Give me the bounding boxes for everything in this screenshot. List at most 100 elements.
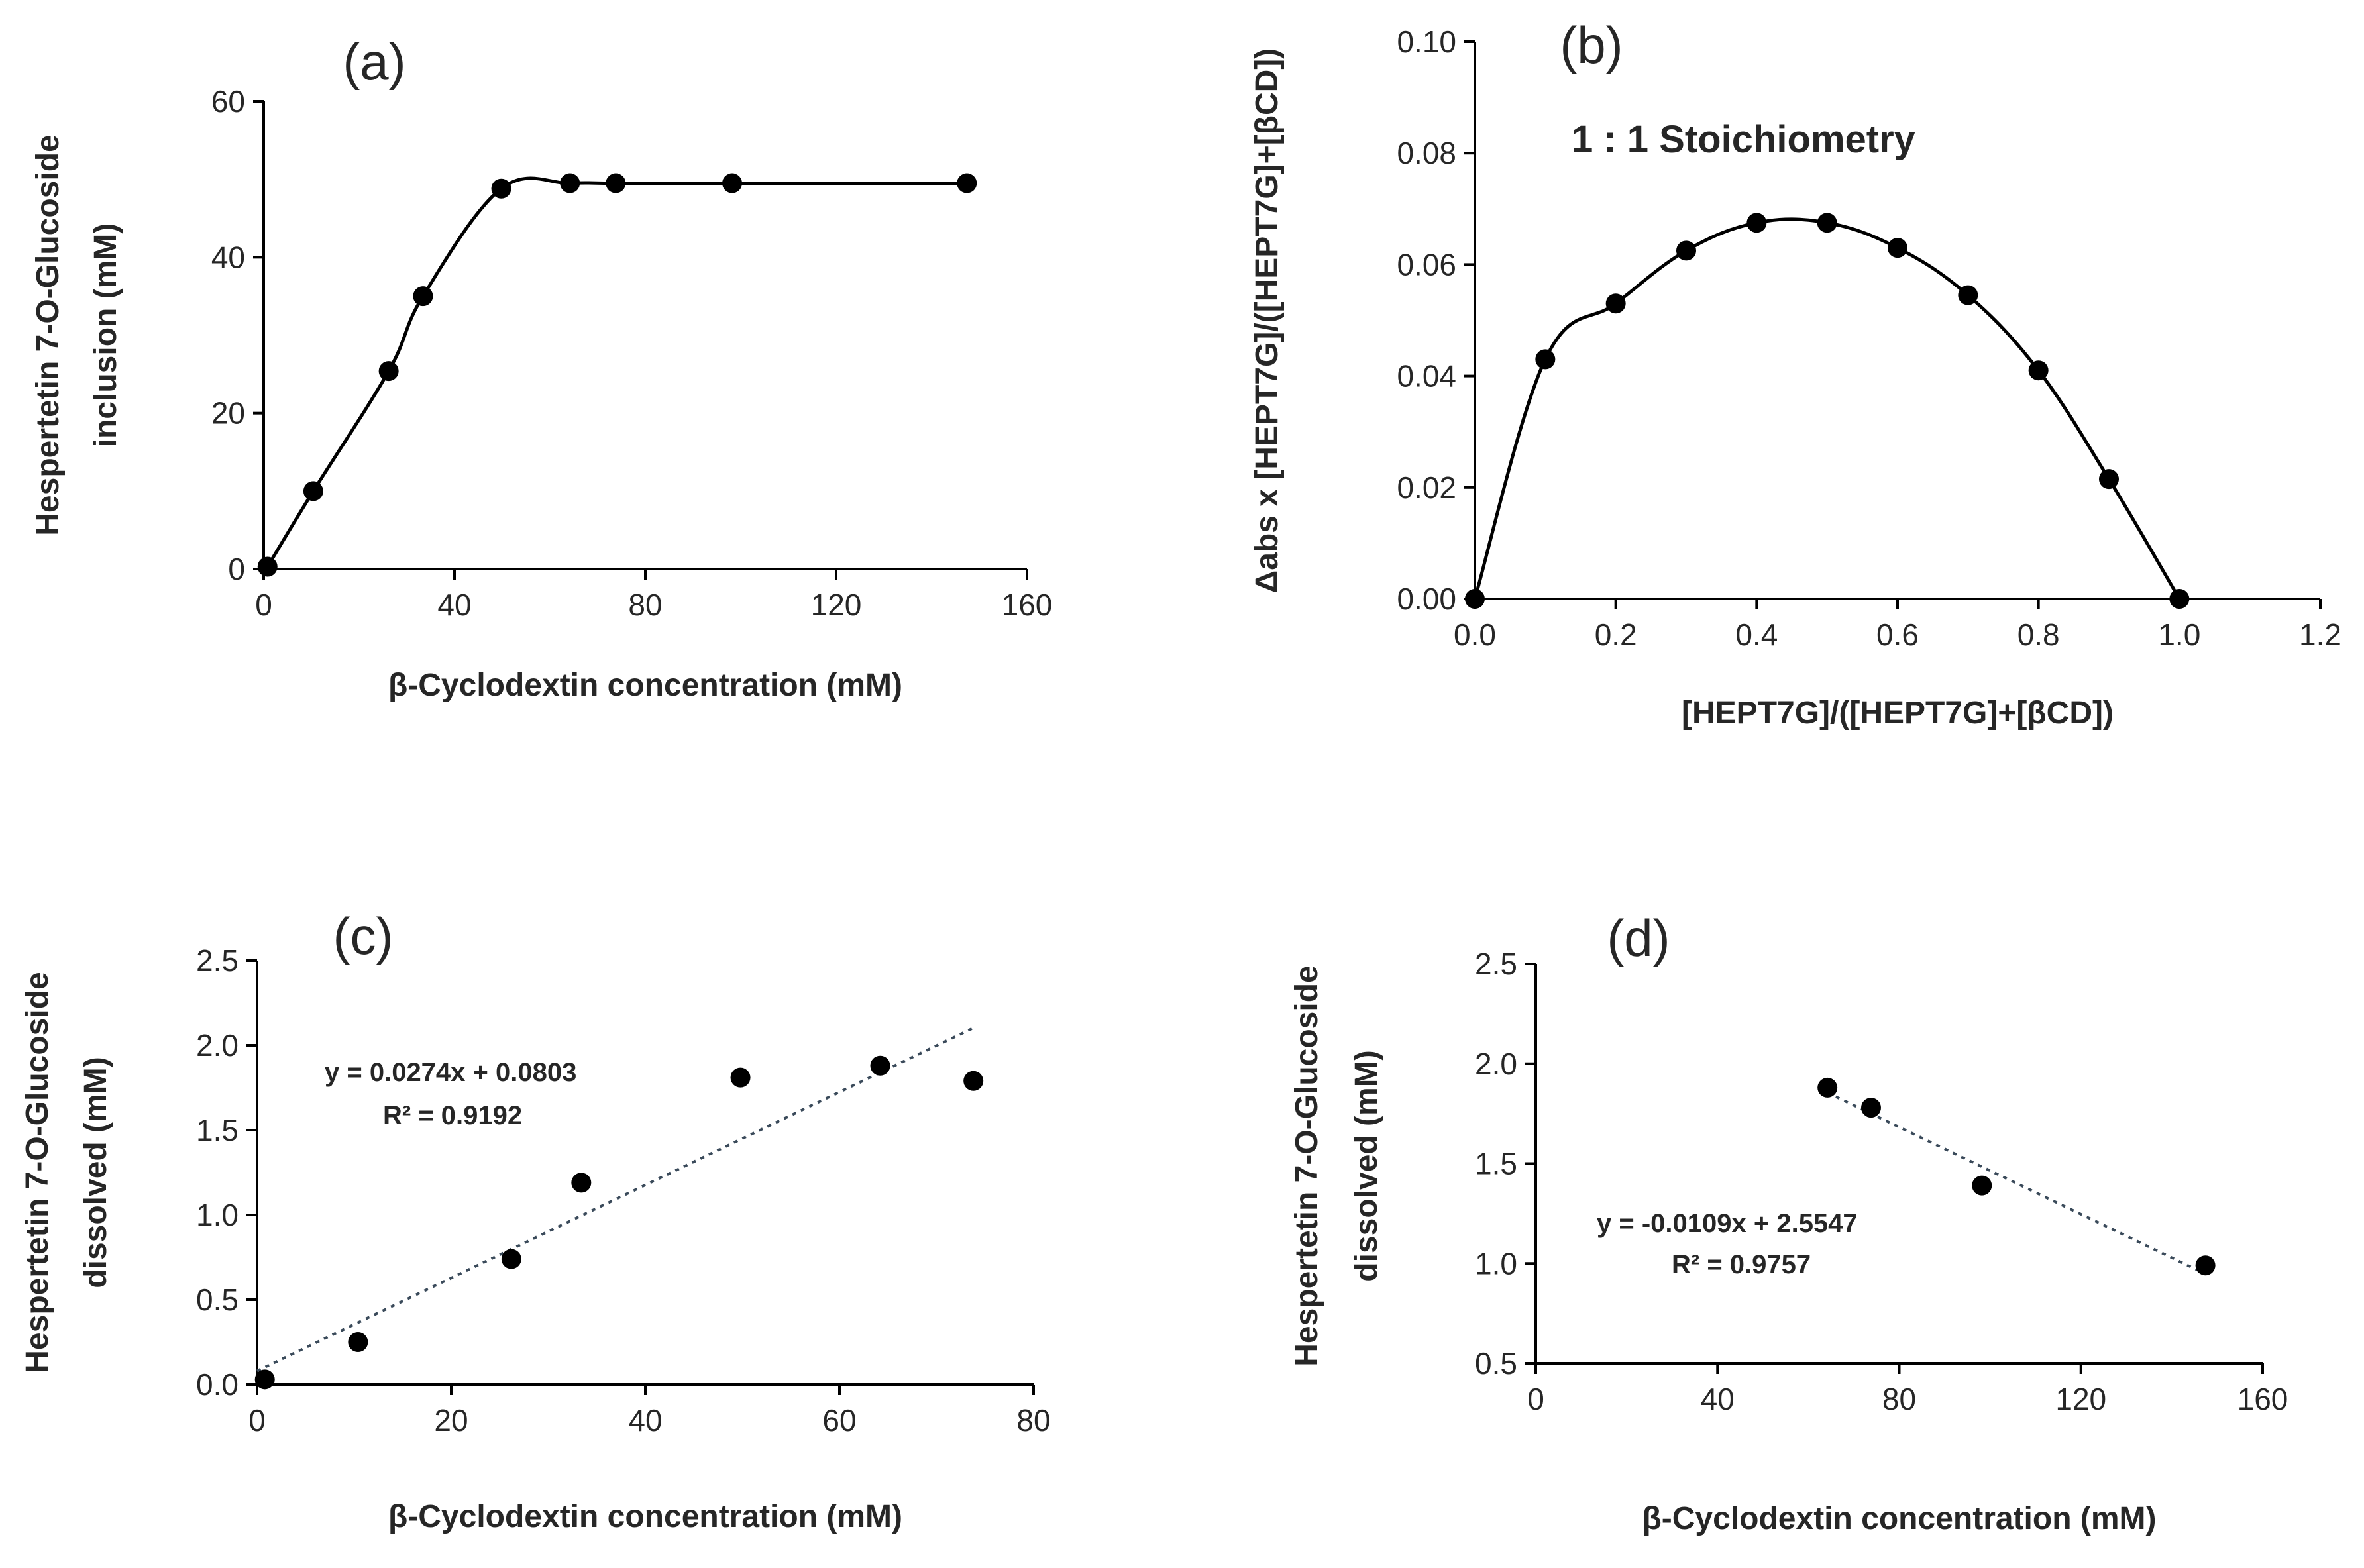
chart-d-panel-label: (d) [1607, 909, 1670, 967]
chart-d-data-point [1972, 1175, 1992, 1196]
chart-b-xtick-label: 1.2 [2299, 617, 2341, 652]
chart-d-xtick-label: 0 [1527, 1382, 1544, 1416]
chart-b-data-point [1746, 213, 1767, 233]
chart-c-xlabel: β-Cyclodextin concentration (mM) [388, 1499, 902, 1534]
chart-b-data-point [1676, 240, 1696, 261]
chart-d-ytick-label: 2.0 [1475, 1047, 1517, 1081]
chart-b: 0.00 0.02 0.04 0.06 0.08 0.10 0.0 0.2 0.4 0.6 0.8 1… [1250, 16, 2341, 731]
chart-d-ytick-label: 1.0 [1475, 1246, 1517, 1281]
chart-b-series-line [1473, 217, 2181, 600]
chart-b-panel-label: (b) [1560, 16, 1623, 74]
chart-b-data-point [1465, 589, 1485, 609]
chart-c-data-point [730, 1067, 751, 1088]
chart-b-ytick-label: 0.02 [1397, 470, 1456, 505]
chart-b-data-point [1535, 349, 1556, 370]
chart-c-panel-label: (c) [333, 907, 394, 965]
chart-b-data-point [1817, 213, 1837, 233]
chart-d-ylabel: dissolved (mM) [1349, 1050, 1384, 1281]
chart-a-series-line [266, 176, 967, 568]
chart-b-xlabel: [HEPT7G]/([HEPT7G]+[βCD]) [1682, 696, 2114, 731]
chart-c-data-point [963, 1071, 984, 1091]
chart-b-ytick-label: 0.08 [1397, 136, 1456, 170]
chart-d-xtick-label: 160 [2237, 1382, 2288, 1416]
chart-b-xtick-label: 1.0 [2158, 617, 2200, 652]
chart-b-data-point [1888, 238, 1907, 258]
chart-b-xtick-label: 0.8 [2017, 617, 2060, 652]
chart-b-ytick-label: 0.06 [1397, 247, 1456, 282]
chart-a-xtick-label: 0 [255, 588, 272, 622]
chart-b-ytick-label: 0.00 [1397, 582, 1456, 616]
chart-d-xtick-label: 40 [1701, 1382, 1735, 1416]
chart-c-ytick-label: 2.5 [196, 943, 239, 978]
chart-b-data-point [2028, 360, 2049, 381]
chart-d-ytick-label: 2.5 [1475, 947, 1517, 981]
chart-d-equation: y = -0.0109x + 2.5547 [1597, 1209, 1858, 1238]
chart-a-data-point [413, 286, 433, 307]
chart-b-ytick-label: 0.04 [1397, 359, 1456, 393]
chart-b-data-point [1958, 285, 1978, 305]
chart-c-xtick-label: 40 [628, 1403, 662, 1437]
chart-a-data-point [560, 173, 580, 193]
chart-b-xtick-label: 0.4 [1735, 617, 1778, 652]
chart-b-xtick-label: 0.2 [1595, 617, 1637, 652]
chart-a-panel-label: (a) [343, 32, 405, 91]
chart-c-trendline [256, 1025, 976, 1373]
chart-a: 0 20 40 60 0 40 80 120 160 β-Cyclodextin concentr… [30, 32, 1052, 703]
chart-d-ytick-label: 0.5 [1475, 1346, 1517, 1381]
chart-c-ytick-label: 0.0 [196, 1367, 239, 1402]
chart-a-ylabel: inclusion (mM) [88, 223, 123, 448]
chart-c-xtick-label: 20 [434, 1403, 468, 1437]
chart-b-xtick-label: 0.0 [1454, 617, 1496, 652]
chart-c-ytick-label: 1.0 [196, 1198, 239, 1232]
chart-d-trendline [1827, 1091, 2206, 1275]
chart-a-ytick-label: 60 [211, 84, 245, 119]
chart-a-ytick-label: 20 [211, 396, 245, 431]
chart-d-data-point [1817, 1077, 1838, 1098]
chart-c-xtick-label: 60 [822, 1403, 856, 1437]
chart-c-ylabel: Hespertetin 7-O-Glucoside [20, 972, 55, 1373]
chart-b-ytick-label: 0.10 [1397, 25, 1456, 59]
chart-a-data-point [303, 481, 323, 501]
chart-c-xtick-label: 0 [248, 1403, 266, 1437]
chart-a-ylabel: Hespertetin 7-O-Glucoside [30, 134, 66, 535]
chart-b-data-point [1605, 293, 1626, 314]
chart-c-data-point [254, 1369, 275, 1390]
chart-c-data-point [501, 1249, 521, 1269]
chart-c-ytick-label: 1.5 [196, 1113, 239, 1147]
chart-a-data-point [606, 173, 626, 193]
chart-a-ytick-label: 40 [211, 240, 245, 274]
chart-a-data-point [257, 556, 278, 577]
chart-d-ytick-label: 1.5 [1475, 1147, 1517, 1181]
chart-d-r-squared: R² = 0.9757 [1672, 1250, 1811, 1279]
chart-a-xtick-label: 120 [811, 588, 862, 622]
chart-d-xtick-label: 120 [2055, 1382, 2106, 1416]
chart-a-data-point [957, 173, 977, 193]
chart-c-r-squared: R² = 0.9192 [383, 1101, 522, 1130]
chart-a-data-point [722, 173, 743, 193]
chart-c-equation: y = 0.0274x + 0.0803 [325, 1058, 576, 1087]
chart-d-data-point [2195, 1255, 2216, 1276]
chart-a-xtick-label: 40 [437, 588, 471, 622]
chart-b-annotation: 1 : 1 Stoichiometry [1572, 118, 1915, 161]
chart-c-ytick-label: 2.0 [196, 1028, 239, 1063]
chart-c-data-point [348, 1332, 368, 1352]
chart-b-ylabel: Δabs x [HEPT7G]/([HEPT7G]+[βCD]) [1250, 48, 1285, 594]
chart-c-xtick-label: 80 [1016, 1403, 1050, 1437]
chart-a-xtick-label: 160 [1002, 588, 1053, 622]
chart-d-ylabel: Hespertetin 7-O-Glucoside [1289, 965, 1324, 1366]
chart-d-xlabel: β-Cyclodextin concentration (mM) [1642, 1501, 2156, 1536]
chart-b-data-point [2099, 469, 2119, 490]
chart-c-data-point [870, 1055, 890, 1076]
chart-c-data-point [571, 1173, 592, 1193]
chart-a-xtick-label: 80 [628, 588, 662, 622]
chart-b-xtick-label: 0.6 [1876, 617, 1919, 652]
chart-b-data-point [2169, 589, 2190, 609]
chart-a-data-point [378, 361, 399, 382]
chart-d-data-point [1860, 1098, 1881, 1118]
chart-d-xtick-label: 80 [1882, 1382, 1916, 1416]
chart-a-ytick-label: 0 [228, 552, 245, 586]
chart-a-xlabel: β-Cyclodextin concentration (mM) [388, 668, 902, 703]
chart-c-ylabel: dissolved (mM) [78, 1057, 113, 1288]
chart-c-ytick-label: 0.5 [196, 1282, 239, 1317]
